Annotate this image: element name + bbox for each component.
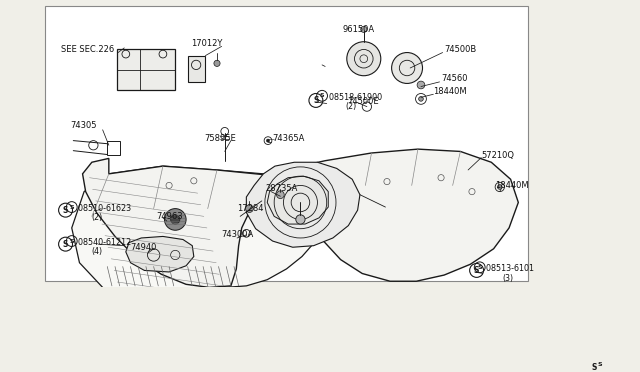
Text: —: — [268, 136, 275, 142]
Circle shape [347, 42, 381, 76]
Text: 08513-61012: 08513-61012 [597, 362, 640, 371]
Text: 74365A: 74365A [273, 134, 305, 144]
Text: S: S [320, 93, 324, 98]
Bar [116, 49, 175, 90]
Text: 74560: 74560 [441, 74, 468, 83]
Circle shape [361, 26, 367, 32]
Circle shape [296, 215, 305, 224]
Text: (8): (8) [619, 371, 630, 372]
Text: S: S [313, 96, 319, 105]
Polygon shape [417, 328, 508, 372]
Text: 74305: 74305 [70, 121, 97, 129]
Circle shape [171, 215, 180, 224]
Text: 08513-61012: 08513-61012 [481, 264, 540, 273]
Text: S: S [598, 362, 602, 367]
Circle shape [214, 60, 220, 67]
Circle shape [417, 81, 425, 89]
Text: (3): (3) [503, 273, 514, 282]
Text: (2): (2) [92, 213, 103, 222]
Text: S: S [477, 265, 482, 270]
Text: (2): (2) [345, 102, 356, 111]
Text: 74963: 74963 [157, 212, 183, 221]
Polygon shape [268, 176, 328, 224]
Text: 28735A: 28735A [265, 184, 297, 193]
Text: S: S [591, 363, 596, 372]
Text: 74940: 74940 [131, 243, 157, 251]
Text: S: S [69, 238, 74, 244]
Polygon shape [83, 149, 518, 288]
Text: 57210Q: 57210Q [481, 151, 514, 160]
Polygon shape [246, 162, 360, 247]
Text: 08540-61212: 08540-61212 [74, 238, 132, 247]
Polygon shape [317, 161, 512, 277]
Circle shape [392, 52, 422, 83]
Text: 18440M: 18440M [433, 87, 467, 96]
Text: 17284: 17284 [237, 204, 264, 213]
Text: 17012Y: 17012Y [191, 39, 222, 48]
Circle shape [419, 97, 423, 101]
Circle shape [497, 185, 502, 189]
Text: 08518-61900: 08518-61900 [324, 93, 381, 102]
Text: S: S [63, 206, 68, 215]
Text: SEE SEC.226: SEE SEC.226 [61, 45, 114, 54]
Text: S: S [474, 266, 479, 275]
Text: (4): (4) [92, 247, 103, 256]
Bar [108, 141, 120, 154]
Circle shape [246, 205, 253, 212]
Circle shape [164, 209, 186, 230]
Polygon shape [72, 166, 326, 288]
Text: 96150A: 96150A [342, 25, 374, 34]
Polygon shape [126, 237, 194, 272]
Text: 08510-61623: 08510-61623 [74, 204, 131, 213]
Text: 18440M: 18440M [495, 181, 529, 190]
Text: 74500E: 74500E [347, 97, 378, 106]
Text: 74300A: 74300A [221, 230, 254, 239]
Text: 74750: 74750 [433, 346, 460, 355]
Circle shape [276, 191, 284, 199]
Text: 74500B: 74500B [444, 45, 476, 54]
Polygon shape [568, 349, 640, 372]
Bar [188, 56, 205, 82]
Text: 75895E: 75895E [204, 134, 236, 144]
Circle shape [266, 139, 269, 142]
Text: S: S [63, 240, 68, 248]
Text: S: S [69, 205, 74, 209]
